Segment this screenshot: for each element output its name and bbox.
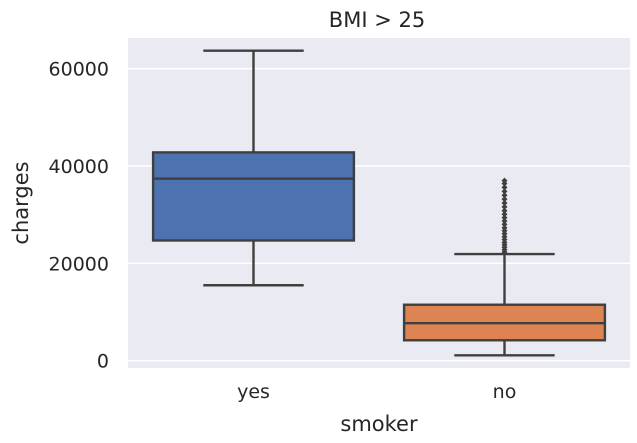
x-tick-label: no <box>493 381 517 403</box>
outlier-point <box>501 207 508 214</box>
boxes <box>151 49 607 357</box>
box-no <box>402 177 607 357</box>
x-axis-ticks: yes no <box>237 381 516 403</box>
y-tick-label: 60000 <box>49 59 109 81</box>
outlier-point <box>501 203 508 210</box>
outlier-point <box>501 184 508 191</box>
outlier-point <box>501 177 508 184</box>
y-tick-label: 20000 <box>49 253 109 275</box>
outlier-point <box>501 221 508 228</box>
outlier-point <box>501 192 508 199</box>
outlier-point <box>501 200 508 206</box>
outlier-point <box>501 188 508 195</box>
chart-title: BMI > 25 <box>329 8 425 32</box>
y-axis-ticks: 0 20000 40000 60000 <box>49 59 109 373</box>
box-body <box>151 151 356 242</box>
outlier-point <box>501 211 508 218</box>
outlier-point <box>501 196 508 203</box>
outlier-point <box>501 224 508 231</box>
x-axis-label: smoker <box>340 412 418 436</box>
y-tick-label: 0 <box>97 351 109 373</box>
x-tick-label: yes <box>237 381 270 403</box>
box-yes <box>151 49 356 287</box>
y-axis-label: charges <box>9 161 33 244</box>
y-tick-label: 40000 <box>49 156 109 178</box>
outlier-point <box>501 218 508 225</box>
outlier-point <box>501 214 508 221</box>
